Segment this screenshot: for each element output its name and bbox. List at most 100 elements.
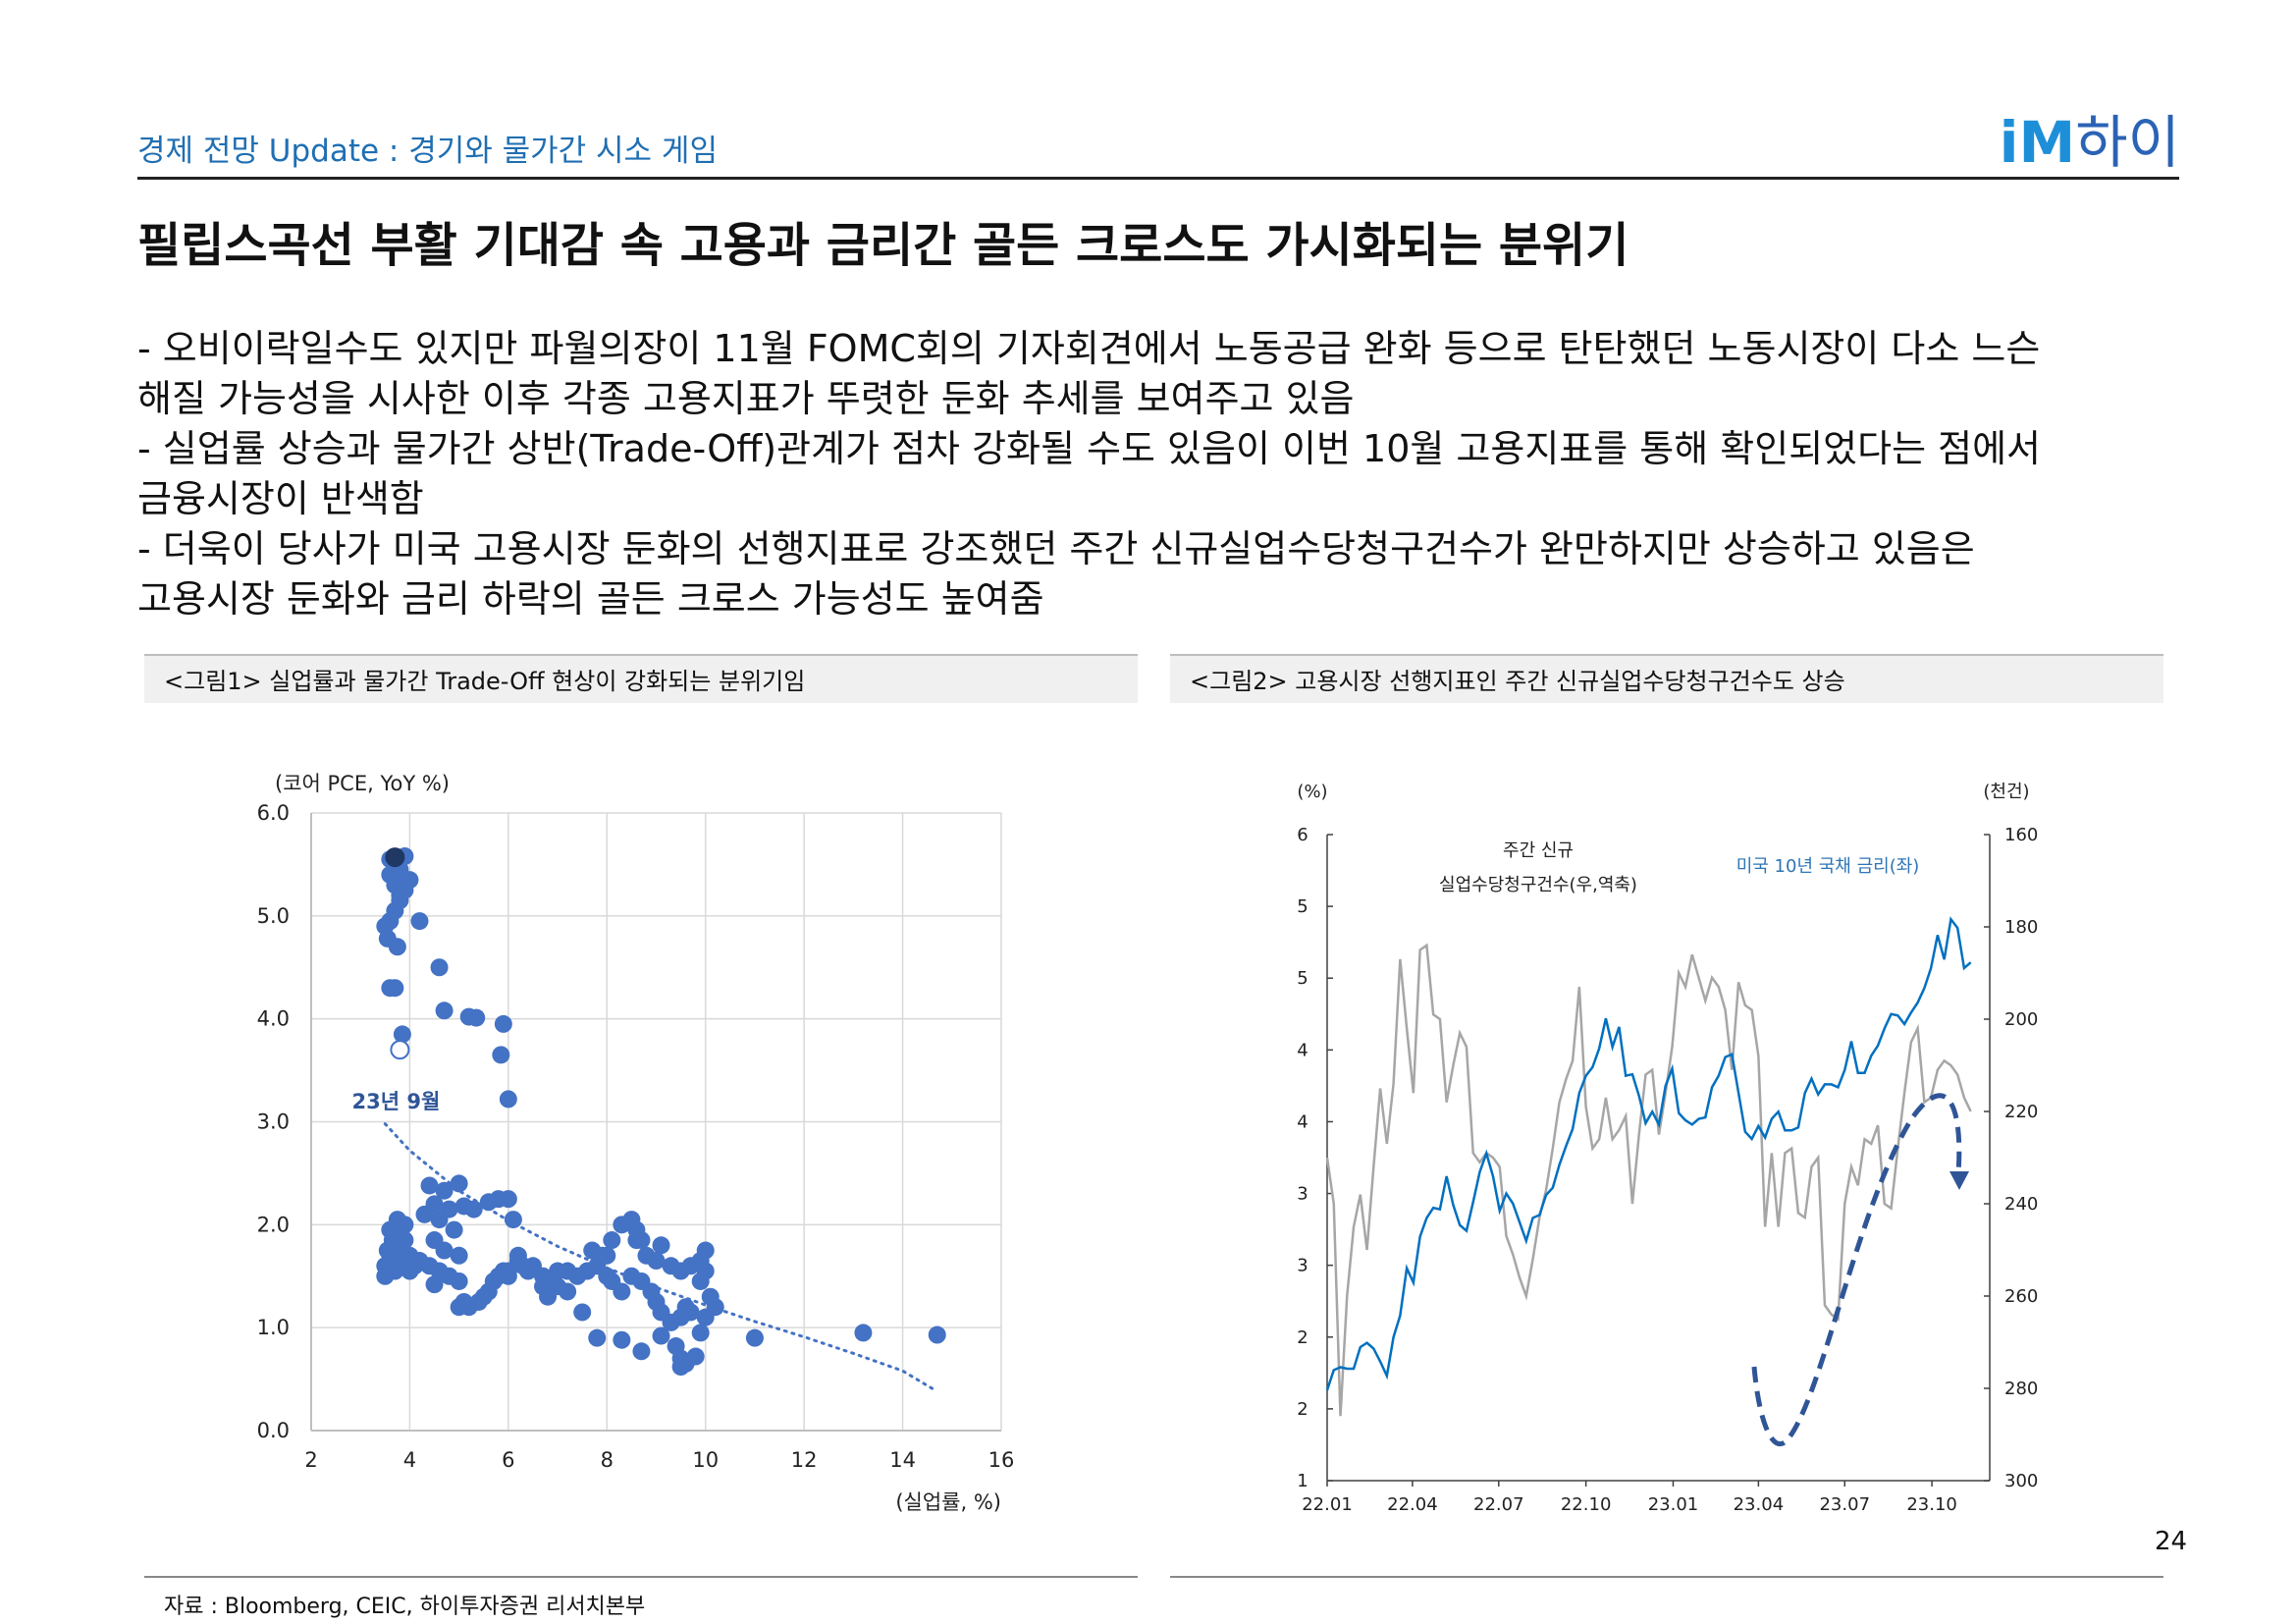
scatter-point [430,1211,449,1229]
figure1-caption: <그림1> 실업률과 물가간 Trade-Off 현상이 강화되는 분위기임 [144,654,1138,703]
x-tick-label: 6 [502,1448,514,1472]
scatter-point [445,1220,463,1239]
y-tick-label: 0.0 [257,1419,290,1442]
x-tick-label: 4 [403,1448,416,1472]
y-tick-label: 2.0 [257,1213,290,1236]
right-tick-label: 160 [2004,825,2038,845]
x-tick-label: 22.10 [1561,1494,1612,1515]
right-tick-label: 260 [2004,1286,2038,1307]
scatter-point [393,1025,411,1044]
scatter-point [676,1298,695,1317]
left-tick-label: 5 [1297,896,1308,917]
scatter-point [691,1324,710,1342]
right-tick-label: 220 [2004,1102,2038,1122]
scatter-point [583,1241,602,1260]
y-tick-label: 1.0 [257,1316,290,1339]
left-tick-label: 4 [1297,1040,1308,1060]
scatter-point [499,1090,517,1109]
line-chart: (%) (천건) 1 2 2 3 3 4 4 5 5 6 160 180 200 220 240 260 280 30… [1297,782,2038,1515]
series-label-yield: 미국 10년 국채 금리(좌) [1736,856,1920,877]
series-label-claims: 실업수당청구건수(우,역축) [1439,875,1637,895]
scatter-point [435,1181,454,1200]
scatter-point [410,912,429,931]
scatter-point [854,1324,873,1342]
scatter-point [508,1252,527,1271]
bullet-line: - 오비이락일수도 있지만 파월의장이 11월 FOMC회의 기자회견에서 노동… [137,327,2041,370]
scatter-point [696,1308,715,1326]
scatter-point [745,1328,764,1347]
scatter-point [420,1176,439,1195]
scatter-point [388,1211,406,1229]
scatter-point [652,1326,670,1345]
scatter-point [467,1008,486,1027]
left-tick-label: 4 [1297,1111,1308,1132]
trend-arrow [1751,1093,1962,1447]
scatter-point [415,1205,434,1223]
treasury-yield-line [1325,916,1972,1391]
x-tick-label: 2 [304,1448,317,1472]
y-tick-label: 6.0 [257,801,290,825]
right-tick-label: 180 [2004,917,2038,938]
figure2-caption: <그림2> 고용시장 선행지표인 주간 신규실업수당청구건수도 상승 [1170,654,2163,703]
x-tick-label: 12 [791,1448,818,1472]
page-number: 24 [2155,1527,2188,1556]
page-title: 필립스곡선 부활 기대감 속 고용과 금리간 골든 크로스도 가시화되는 분위기 [137,218,1629,273]
x-tick-label: 10 [692,1448,719,1472]
logo-im: iM [1999,109,2076,176]
scatter-point [696,1241,715,1260]
scatter-point [928,1326,946,1344]
scatter-point [376,1267,395,1285]
x-tick-label: 23.07 [1819,1494,1870,1515]
bullet-line: 금융시장이 반색함 [137,477,424,520]
scatter-point [691,1272,710,1290]
right-tick-label: 200 [2004,1009,2038,1030]
left-axis-label: (%) [1297,782,1327,802]
left-tick-label: 6 [1297,825,1308,845]
y-axis-label: (코어 PCE, YoY %) [275,772,450,795]
scatter-point [400,1262,419,1280]
scatter-point [494,1262,512,1280]
x-tick-label: 22.04 [1387,1494,1438,1515]
scatter-point [435,1241,454,1260]
bullet-list: - 오비이락일수도 있지만 파월의장이 11월 FOMC회의 기자회견에서 노동… [137,324,2199,624]
scatter-point [492,1046,510,1064]
latest-point [385,847,405,868]
footer-divider [1170,1576,2163,1578]
left-tick-label: 5 [1297,968,1308,989]
y-tick-label: 3.0 [257,1110,290,1134]
scatter-point [598,1267,616,1285]
scatter-point [652,1236,670,1255]
bullet-line: - 더욱이 당사가 미국 고용시장 둔화의 선행지표로 강조했던 주간 신규실업… [137,527,1975,570]
highlight-point [390,1040,410,1060]
scatter-point [450,1272,468,1290]
bullet-line: 고용시장 둔화와 금리 하락의 골든 크로스 가능성도 높여줌 [137,577,1044,621]
scatter-point [622,1267,641,1285]
scatter-point [578,1262,597,1280]
bullet-line: 해질 가능성을 시사한 이후 각종 고용지표가 뚜렷한 둔화 추세를 보여주고 … [137,377,1355,420]
scatter-point [588,1328,607,1347]
scatter-point [450,1246,468,1265]
y-tick-label: 5.0 [257,904,290,928]
left-tick-label: 2 [1297,1399,1308,1420]
x-tick-label: 8 [601,1448,614,1472]
x-axis-label: (실업률, %) [895,1490,1001,1514]
right-tick-label: 280 [2004,1379,2038,1399]
left-tick-label: 3 [1297,1256,1308,1276]
right-tick-label: 300 [2004,1471,2038,1491]
header-divider [137,177,2179,180]
scatter-point [430,958,449,977]
x-tick-label: 23.04 [1734,1494,1785,1515]
scatter-point [450,1174,468,1193]
scatter-chart: 2 4 6 8 10 12 14 16 0.0 1.0 2.0 3.0 4.0 5.0 6.0 (코어 PCE… [257,772,1015,1514]
right-axis-label: (천건) [1983,782,2029,802]
scatter-point [494,1014,512,1033]
x-tick-label: 16 [988,1448,1015,1472]
x-tick-label: 23.01 [1648,1494,1699,1515]
section-title: 경제 전망 Update : 경기와 물가간 시소 게임 [137,134,718,169]
jobless-claims-line [1325,943,1972,1417]
y-tick-label: 4.0 [257,1007,290,1031]
scatter-point [464,1200,483,1218]
scatter-point [539,1287,558,1306]
scatter-point [671,1358,690,1377]
brand-logo: iM하이 [2000,96,2180,179]
